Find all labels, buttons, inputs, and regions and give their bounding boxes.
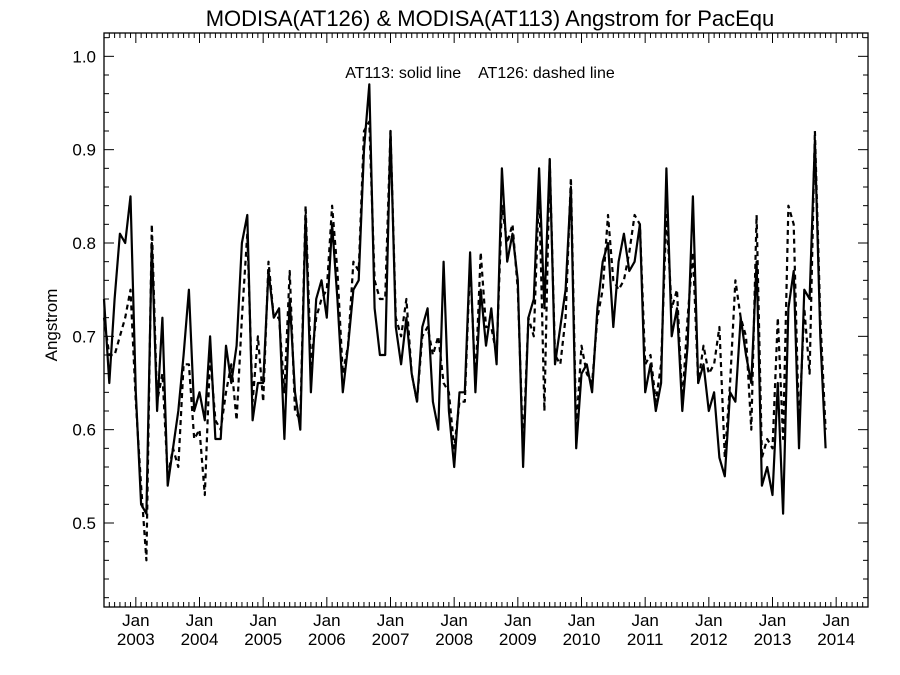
y-tick-label: 0.6	[72, 421, 96, 440]
chart-title: MODISA(AT126) & MODISA(AT113) Angstrom f…	[206, 6, 775, 31]
x-tick-year-label: 2005	[244, 630, 282, 649]
x-tick-year-label: 2009	[499, 630, 537, 649]
x-tick-month-label: Jan	[313, 611, 340, 630]
x-tick-month-label: Jan	[186, 611, 213, 630]
x-tick-year-label: 2013	[754, 630, 792, 649]
x-tick-month-label: Jan	[249, 611, 276, 630]
y-tick-label: 0.9	[72, 141, 96, 160]
x-tick-month-label: Jan	[568, 611, 595, 630]
x-tick-month-label: Jan	[377, 611, 404, 630]
x-tick-month-label: Jan	[822, 611, 849, 630]
x-tick-month-label: Jan	[504, 611, 531, 630]
x-axis-ticks: Jan2003Jan2004Jan2005Jan2006Jan2007Jan20…	[103, 33, 869, 649]
x-tick-year-label: 2003	[117, 630, 155, 649]
x-tick-year-label: 2006	[308, 630, 346, 649]
x-tick-year-label: 2012	[690, 630, 728, 649]
x-tick-month-label: Jan	[440, 611, 467, 630]
at126-dashed-line	[102, 120, 827, 562]
plot-frame	[103, 32, 869, 608]
x-tick-year-label: 2004	[181, 630, 219, 649]
x-tick-year-label: 2010	[563, 630, 601, 649]
x-tick-month-label: Jan	[759, 611, 786, 630]
y-tick-label: 1.0	[72, 47, 96, 66]
y-tick-label: 0.5	[72, 514, 96, 533]
y-axis-label: Angstrom	[42, 289, 61, 362]
y-axis-ticks: 0.5 0.6 0.7 0.8 0.9 1.0	[72, 37, 868, 599]
at113-solid-line	[102, 83, 827, 515]
legend-text: AT113: solid line AT126: dashed line	[345, 65, 615, 82]
x-tick-year-label: 2007	[372, 630, 410, 649]
x-tick-year-label: 2014	[817, 630, 855, 649]
x-tick-year-label: 2008	[435, 630, 473, 649]
x-tick-month-label: Jan	[122, 611, 149, 630]
data-series	[102, 83, 827, 562]
x-tick-month-label: Jan	[631, 611, 658, 630]
y-tick-label: 0.8	[72, 234, 96, 253]
x-tick-year-label: 2011	[627, 630, 664, 649]
y-tick-label: 0.7	[72, 327, 96, 346]
x-tick-month-label: Jan	[695, 611, 722, 630]
